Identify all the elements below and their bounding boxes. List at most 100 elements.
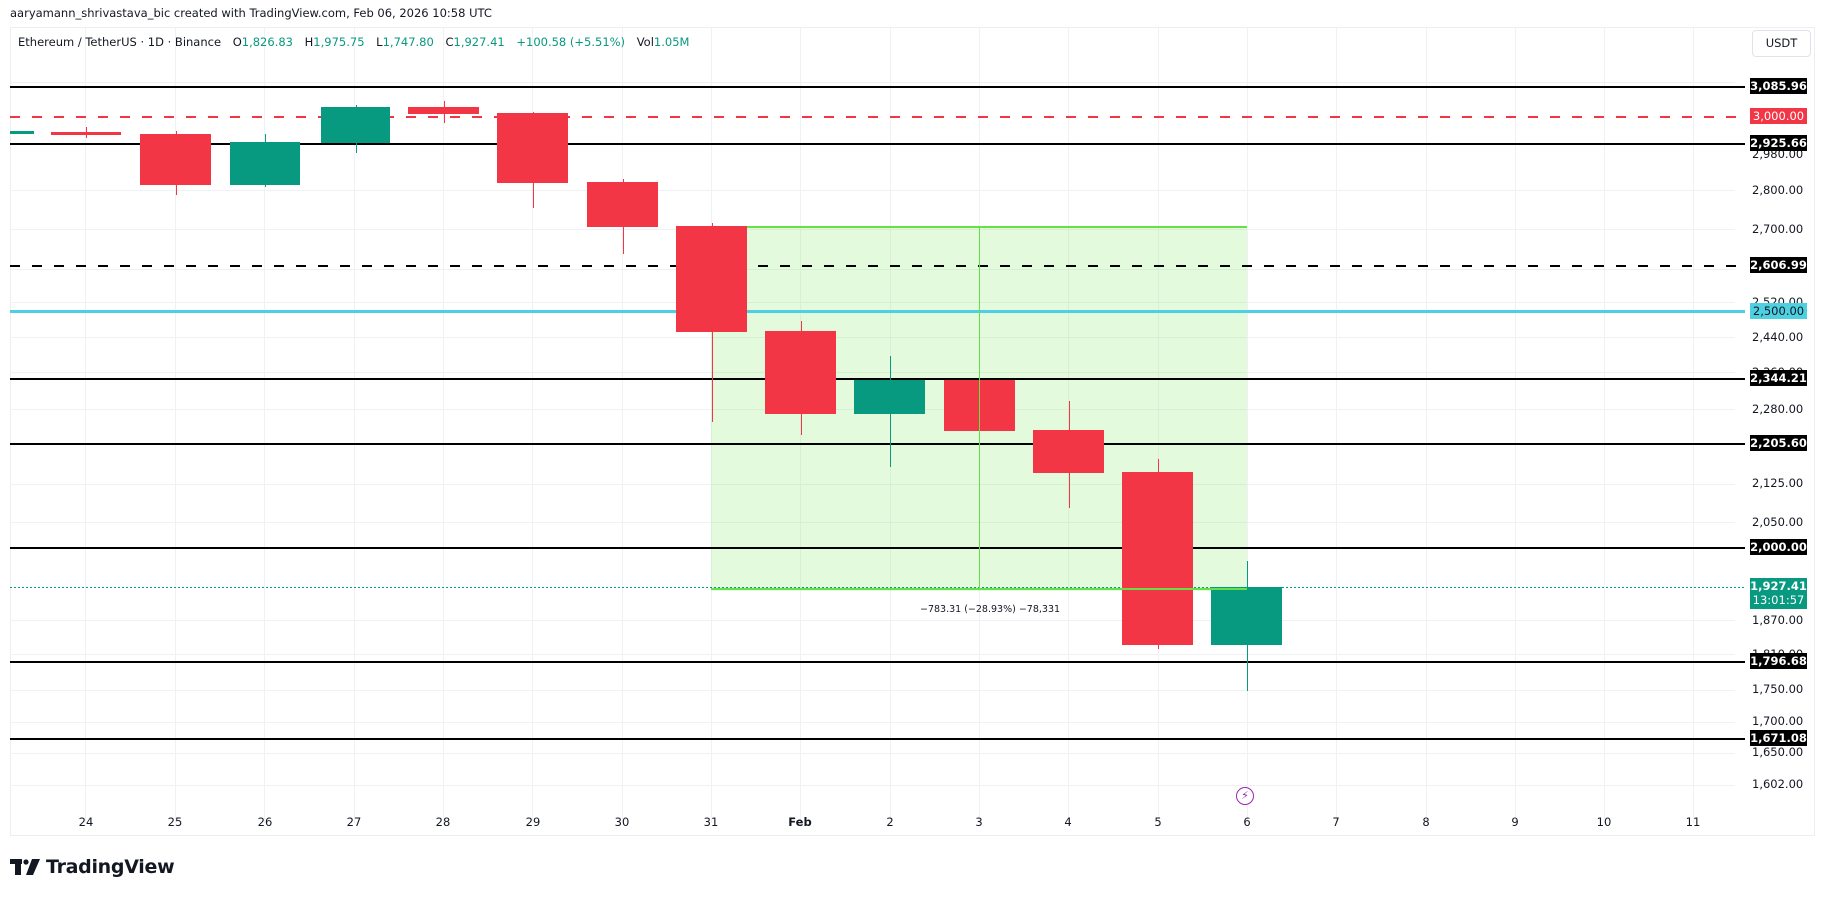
time-tick: 28: [435, 815, 451, 829]
grid-line: [1158, 28, 1159, 823]
grid-line: [10, 229, 1735, 230]
time-tick: 7: [1332, 815, 1340, 829]
candle-body: [854, 380, 925, 414]
level-tag: 2,000.00: [1750, 539, 1807, 555]
grid-line: [10, 372, 1735, 373]
time-tick: 8: [1422, 815, 1430, 829]
close-label: C: [445, 35, 454, 49]
candle-body: [1122, 472, 1193, 645]
grid-line: [622, 28, 623, 823]
time-tick: 6: [1243, 815, 1251, 829]
grid-line: [10, 753, 1735, 754]
candle-body: [10, 131, 34, 134]
level-line-2606[interactable]: [10, 265, 1745, 267]
candle[interactable]: [765, 321, 836, 435]
candle[interactable]: [51, 127, 121, 138]
price-tick: 2,050.00: [1752, 515, 1804, 529]
candle-body: [321, 107, 390, 143]
tradingview-logo[interactable]: TradingView: [10, 856, 175, 878]
price-range-label: −783.31 (−28.93%) −78,331: [920, 604, 1061, 615]
candle[interactable]: [854, 356, 925, 467]
grid-line: [10, 82, 1735, 83]
level-line-2344[interactable]: [10, 378, 1745, 380]
price-tick: 1,650.00: [1752, 745, 1804, 759]
grid-line: [10, 620, 1735, 621]
grid-line: [85, 28, 86, 823]
candle[interactable]: [1211, 561, 1282, 691]
candle[interactable]: [140, 131, 211, 195]
time-tick: 31: [703, 815, 719, 829]
high-value: 1,975.75: [313, 35, 365, 49]
candle-body: [587, 182, 658, 227]
candle[interactable]: [587, 179, 658, 254]
candle[interactable]: [10, 131, 34, 135]
grid-line: [264, 28, 265, 823]
candle-body: [1033, 430, 1104, 473]
price-tick: 2,700.00: [1752, 222, 1804, 236]
time-tick: 5: [1154, 815, 1162, 829]
tradingview-wordmark: TradingView: [46, 856, 175, 878]
volume-value: 1.05M: [653, 35, 690, 49]
candle-body: [497, 113, 568, 183]
level-line-2500[interactable]: [10, 310, 1745, 313]
candle[interactable]: [676, 223, 747, 422]
candle-body: [1211, 587, 1282, 645]
candle[interactable]: [1122, 459, 1193, 649]
level-line-1671[interactable]: [10, 738, 1745, 740]
grid-line: [1693, 28, 1694, 823]
grid-line: [10, 690, 1735, 691]
time-tick: 2: [886, 815, 894, 829]
price-tick: 1,700.00: [1752, 714, 1804, 728]
level-tag: 1,796.68: [1750, 653, 1807, 669]
chart-frame[interactable]: [10, 27, 1815, 836]
price-tick: 1,870.00: [1752, 613, 1804, 627]
grid-line: [10, 302, 1735, 303]
price-tick: 2,125.00: [1752, 476, 1804, 490]
grid-line: [532, 28, 533, 823]
symbol-title[interactable]: Ethereum / TetherUS · 1D · Binance: [18, 35, 222, 49]
time-tick: 11: [1685, 815, 1701, 829]
candle[interactable]: [230, 134, 300, 187]
time-tick: 24: [78, 815, 94, 829]
time-tick: 26: [257, 815, 273, 829]
candle-body: [51, 132, 121, 135]
grid-line: [10, 654, 1735, 655]
open-value: 1,826.83: [241, 35, 293, 49]
bar-countdown: 13:01:57: [1752, 593, 1805, 607]
grid-line: [890, 28, 891, 823]
time-tick: 25: [167, 815, 183, 829]
level-tag: 1,671.08: [1750, 730, 1807, 746]
chart-credit: aaryamann_shrivastava_bic created with T…: [10, 6, 492, 20]
low-label: L: [376, 35, 383, 49]
time-tick: 9: [1511, 815, 1519, 829]
candle[interactable]: [1033, 401, 1104, 508]
time-tick: 4: [1064, 815, 1072, 829]
current-price-line: [10, 587, 1745, 588]
grid-line: [711, 28, 712, 823]
candle-body: [765, 331, 836, 414]
change-value: +100.58 (+5.51%): [516, 35, 626, 49]
grid-line: [10, 190, 1735, 191]
low-value: 1,747.80: [382, 35, 434, 49]
candle[interactable]: [321, 105, 390, 153]
level-line-3000[interactable]: [10, 116, 1745, 118]
level-tag: 3,085.96: [1750, 78, 1807, 94]
lightning-icon[interactable]: ⚡: [1236, 787, 1254, 805]
level-line-2205[interactable]: [10, 443, 1745, 445]
grid-line: [1336, 28, 1337, 823]
price-tick: 1,602.00: [1752, 777, 1804, 791]
level-line-1796[interactable]: [10, 661, 1745, 663]
price-tick: 2,280.00: [1752, 402, 1804, 416]
currency-selector[interactable]: USDT: [1752, 30, 1811, 57]
candle[interactable]: [497, 112, 568, 208]
level-line-2925[interactable]: [10, 143, 1745, 145]
level-tag: 3,000.00: [1750, 108, 1807, 124]
time-tick: 27: [346, 815, 362, 829]
candle-body: [408, 107, 479, 114]
grid-line: [1426, 28, 1427, 823]
level-line-2000[interactable]: [10, 547, 1745, 549]
grid-line: [1604, 28, 1605, 823]
time-tick: 30: [614, 815, 630, 829]
level-line-3085[interactable]: [10, 86, 1745, 88]
candle[interactable]: [408, 101, 479, 123]
